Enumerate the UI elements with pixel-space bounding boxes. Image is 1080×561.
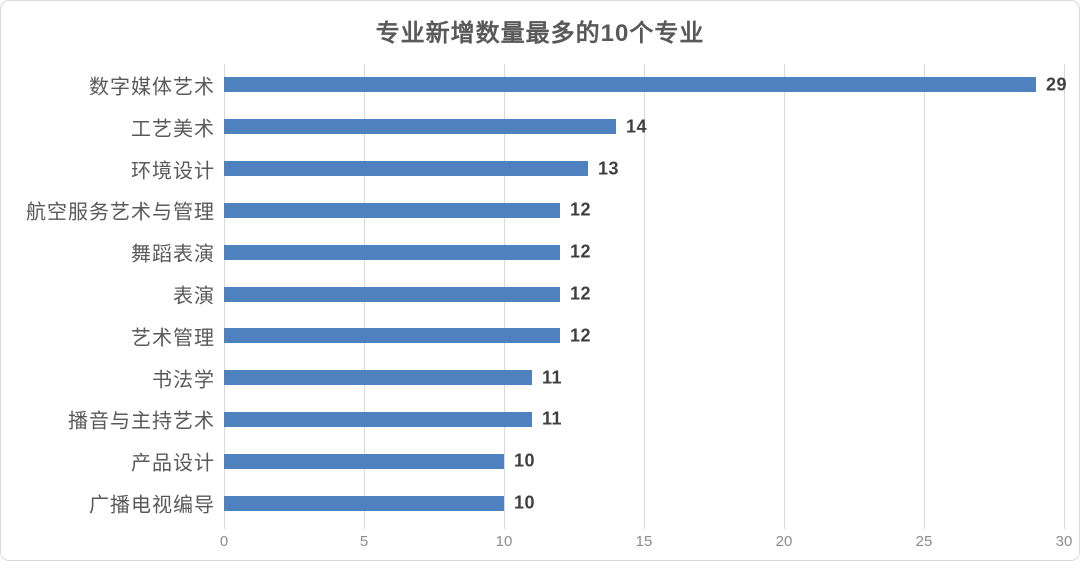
- x-tick-label-10: 10: [495, 533, 513, 550]
- x-tick-label-30: 30: [1055, 533, 1073, 550]
- gridline-x-15: [644, 64, 645, 529]
- value-label-1: 14: [626, 116, 648, 137]
- bar-3: [224, 203, 560, 218]
- category-label-9: 产品设计: [131, 452, 215, 475]
- bar-9: [224, 454, 504, 469]
- bar-8: [224, 412, 532, 427]
- value-label-5: 12: [570, 283, 592, 304]
- bar-7: [224, 370, 532, 385]
- category-label-7: 书法学: [152, 369, 215, 392]
- value-label-10: 10: [514, 492, 536, 513]
- category-label-1: 工艺美术: [131, 118, 215, 141]
- value-label-9: 10: [514, 450, 536, 471]
- bar-4: [224, 245, 560, 260]
- value-label-3: 12: [570, 199, 592, 220]
- value-label-7: 11: [542, 367, 563, 388]
- bar-1: [224, 119, 616, 134]
- x-tick-label-25: 25: [915, 533, 933, 550]
- x-tick-label-5: 5: [359, 533, 369, 550]
- bar-0: [224, 77, 1036, 92]
- x-tick-label-0: 0: [219, 533, 229, 550]
- category-label-8: 播音与主持艺术: [68, 410, 215, 433]
- value-label-8: 11: [542, 408, 563, 429]
- value-label-6: 12: [570, 325, 592, 346]
- category-label-4: 舞蹈表演: [131, 243, 215, 266]
- x-tick-label-20: 20: [775, 533, 793, 550]
- gridline-x-25: [924, 64, 925, 529]
- gridline-x-30: [1064, 64, 1065, 529]
- value-label-4: 12: [570, 241, 592, 262]
- gridline-x-20: [784, 64, 785, 529]
- value-label-2: 13: [598, 158, 620, 179]
- category-label-10: 广播电视编导: [89, 494, 215, 517]
- category-label-2: 环境设计: [131, 160, 215, 183]
- bar-6: [224, 328, 560, 343]
- value-label-0: 29: [1046, 74, 1068, 95]
- category-label-5: 表演: [173, 285, 215, 308]
- category-label-6: 艺术管理: [131, 327, 215, 350]
- bar-2: [224, 161, 588, 176]
- chart-title: 专业新增数量最多的10个专业: [375, 20, 705, 47]
- bar-5: [224, 287, 560, 302]
- x-tick-label-15: 15: [635, 533, 653, 550]
- category-label-0: 数字媒体艺术: [89, 76, 215, 99]
- category-label-3: 航空服务艺术与管理: [26, 201, 215, 224]
- bar-10: [224, 496, 504, 511]
